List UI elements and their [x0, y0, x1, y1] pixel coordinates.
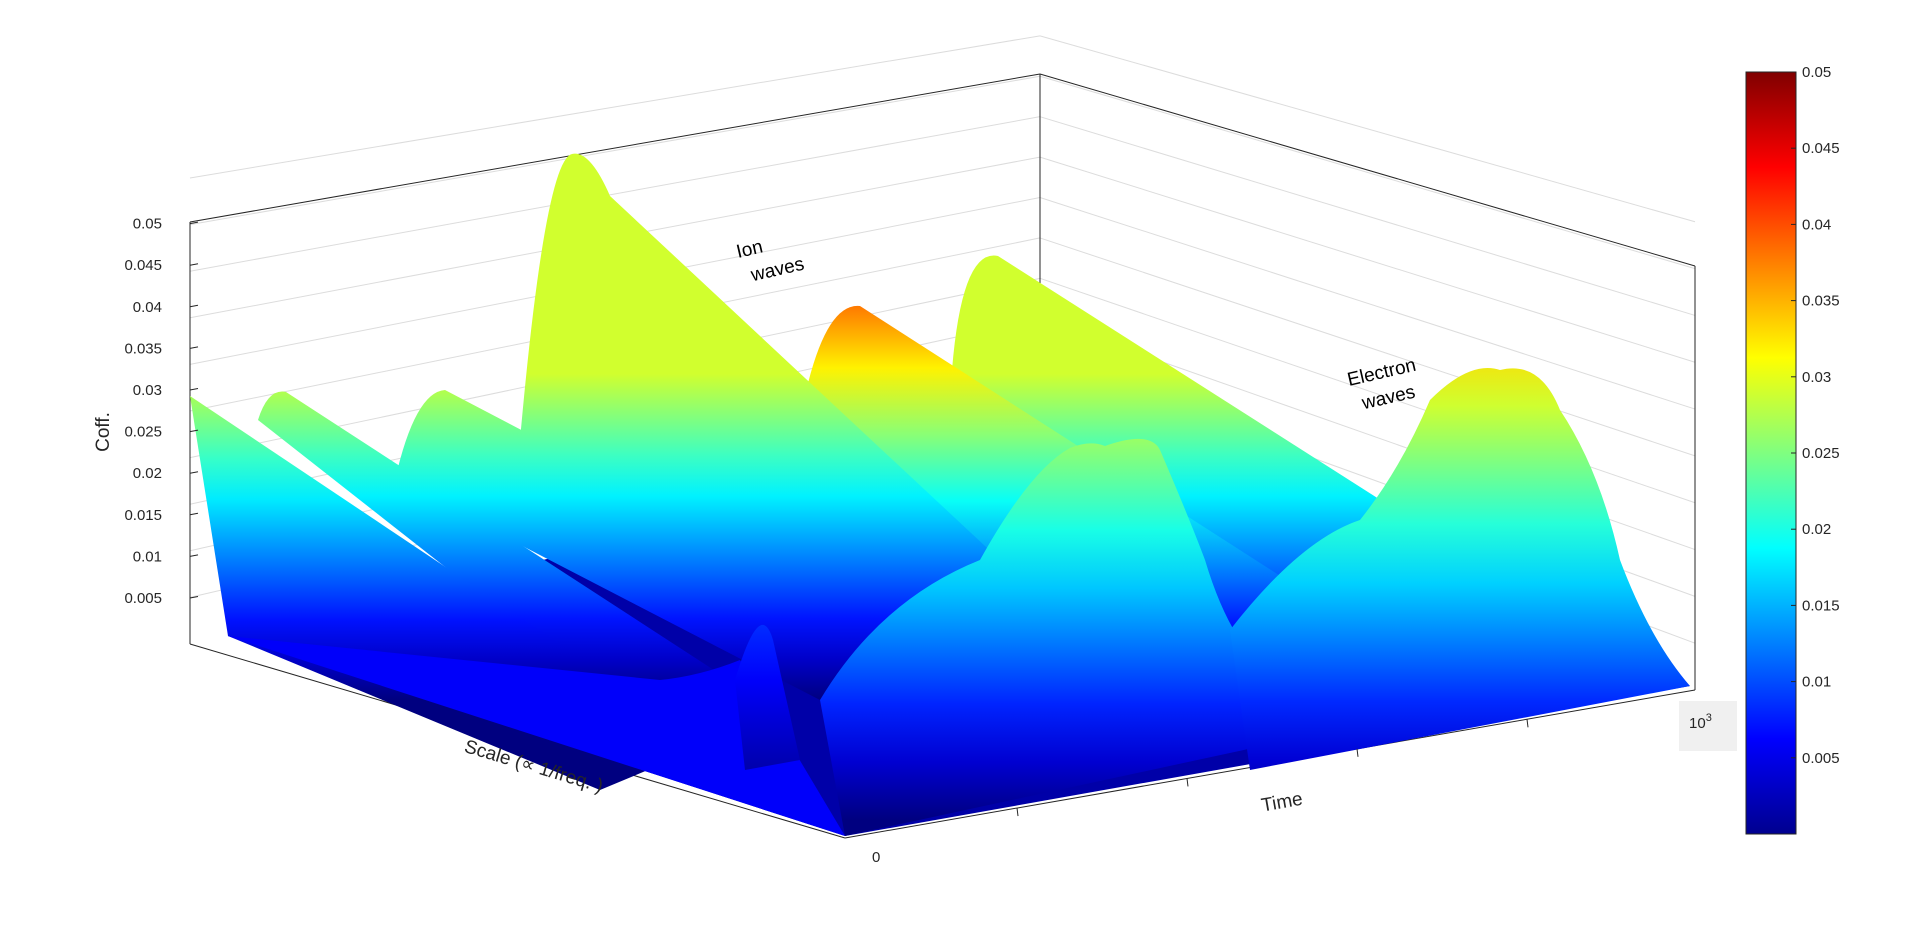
colorbar-tick-label: 0.035	[1802, 293, 1840, 310]
bump-electron-1	[820, 438, 1290, 836]
z-tick	[189, 429, 199, 433]
time-tick	[1186, 778, 1189, 787]
z-gridline	[1039, 197, 1696, 410]
z-tick-label: 0.035	[124, 340, 162, 357]
colorbar-tick-label: 0.025	[1802, 445, 1840, 462]
time-ticks	[1016, 719, 1529, 817]
exponent-base: 10	[1689, 715, 1706, 732]
z-tick	[189, 304, 199, 308]
z-gridline	[1039, 116, 1696, 316]
colorbar: 0.005 0.01 0.015 0.02 0.025 0.03 0.035 0.04 0.04…	[1745, 64, 1840, 835]
z-gridline	[189, 75, 1041, 226]
z-gridline	[1039, 237, 1696, 457]
z-ticks: 0.005 0.01 0.015 0.02 0.025 0.03 0.035 0.04 0.04…	[124, 216, 199, 607]
z-tick-label: 0.01	[133, 548, 162, 565]
z-tick	[189, 346, 199, 349]
z-axis-label: Coff.	[93, 412, 114, 452]
ridge-2	[395, 390, 960, 700]
exponent-label: 103	[1689, 712, 1712, 732]
z-tick-label: 0.025	[124, 424, 162, 441]
time-tick	[1526, 719, 1529, 728]
z-tick	[189, 388, 199, 391]
z-tick-label: 0.03	[133, 382, 162, 399]
electron-waves-annotation: Electron waves	[1345, 355, 1418, 415]
colorbar-tick-label: 0.05	[1802, 64, 1831, 81]
axis-box-edge	[1039, 73, 1696, 267]
surface-valley	[228, 636, 845, 836]
bump-small	[735, 624, 800, 770]
z-tick	[189, 471, 199, 474]
colorbar-tick-label: 0.01	[1802, 674, 1831, 691]
z-tick-label: 0.04	[133, 299, 162, 316]
axis-box-edge	[189, 73, 1041, 223]
time-start-label: 0	[872, 849, 880, 866]
exponent-power: 3	[1706, 712, 1712, 724]
z-gridline	[189, 35, 1041, 179]
time-tick	[1016, 807, 1019, 817]
z-tick	[189, 221, 199, 225]
colorbar-tick-label: 0.02	[1802, 521, 1831, 538]
z-tick	[189, 596, 199, 599]
z-gridline	[1039, 75, 1696, 270]
colorbar-tick-label: 0.03	[1802, 369, 1831, 386]
ridge-1	[258, 391, 760, 720]
colorbar-tick-label: 0.045	[1802, 140, 1840, 157]
time-axis-label: Time	[1260, 789, 1305, 817]
z-gridline	[189, 116, 1041, 272]
surface-plot	[190, 153, 1690, 836]
z-tick-label: 0.045	[124, 257, 162, 274]
colorbar-tick-label: 0.04	[1802, 216, 1831, 233]
bump-electron-2	[1230, 368, 1690, 770]
time-tick	[1356, 748, 1359, 757]
z-tick-label: 0.005	[124, 590, 162, 607]
z-tick-label: 0.05	[133, 216, 162, 233]
colorbar-tick-label: 0.015	[1802, 597, 1840, 614]
z-tick	[189, 263, 199, 266]
colorbar-gradient	[1745, 71, 1797, 835]
z-gridline	[1039, 156, 1696, 363]
z-tick-label: 0.015	[124, 507, 162, 524]
colorbar-ticks: 0.005 0.01 0.015 0.02 0.025 0.03 0.035 0.04 0.04…	[1791, 64, 1840, 767]
z-tick	[189, 554, 199, 557]
z-gridline	[1039, 35, 1696, 223]
z-tick-label: 0.02	[133, 465, 162, 482]
exponent-label-bg	[1679, 701, 1737, 751]
z-tick	[189, 512, 199, 516]
colorbar-tick-label: 0.005	[1802, 750, 1840, 767]
